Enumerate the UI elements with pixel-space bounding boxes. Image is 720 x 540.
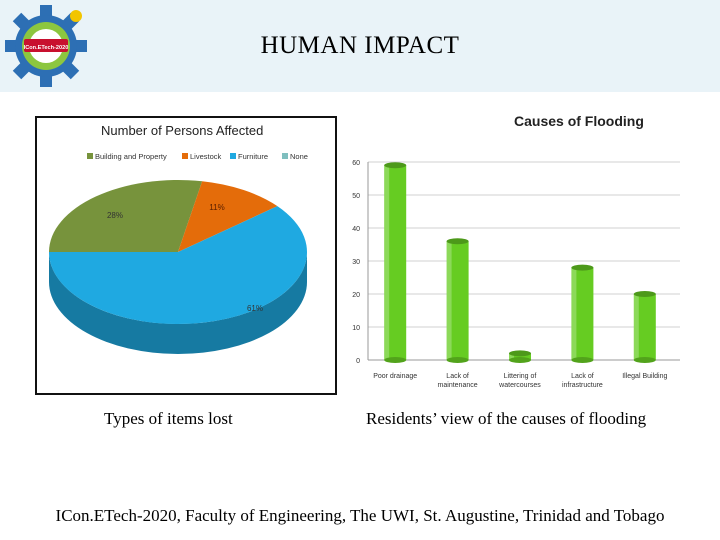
- pie-legend-swatch: [182, 153, 188, 159]
- pie-legend-swatch: [230, 153, 236, 159]
- pie-data-label: 11%: [209, 203, 224, 212]
- pie-chart-frame: Number of Persons Affected Building and …: [35, 116, 337, 395]
- pie-legend: Building and Property Livestock Furniture N…: [87, 152, 308, 161]
- bar: [384, 162, 407, 363]
- bar-chart-title: Causes of Flooding: [514, 113, 644, 129]
- bar-cap: [509, 350, 531, 357]
- bar-highlight: [633, 294, 639, 360]
- bar-y-tick-label: 60: [352, 160, 360, 167]
- pie-slice-side: [49, 252, 307, 354]
- pie-legend-item: Building and Property: [87, 152, 167, 161]
- pie-legend-label: Livestock: [190, 152, 222, 161]
- bar-y-tick-label: 30: [352, 259, 360, 266]
- bar-x-labels: Poor drainage Lack of maintenance Littering…: [373, 373, 667, 389]
- bar-body: [446, 241, 469, 360]
- bar-x-tick-label: watercourses: [498, 382, 541, 389]
- bar-body: [633, 294, 656, 360]
- bar-chart: Causes of Flooding 0 10 20 30 40 50 60 Poor dr…: [352, 113, 680, 389]
- bar-cap: [633, 291, 656, 297]
- bar-x-tick-label: Lack of: [446, 373, 469, 380]
- pie-slice: [49, 180, 203, 252]
- bar-highlight: [384, 165, 390, 360]
- pie-caption: Types of items lost: [104, 409, 233, 428]
- bar-x-tick-label: Illegal Building: [622, 373, 667, 380]
- pie-data-label: 61%: [247, 304, 263, 313]
- pie-legend-item: Furniture: [230, 152, 268, 161]
- bar-base: [384, 357, 407, 363]
- pie-legend-label: Building and Property: [95, 152, 167, 161]
- bar-x-tick-label: Lack of: [571, 373, 594, 380]
- bar-cap: [571, 264, 594, 271]
- bar-x-tick-label: infrastructure: [562, 382, 603, 389]
- bar: [446, 238, 469, 363]
- bar-x-tick-label: maintenance: [438, 382, 478, 389]
- bar-x-tick-label: Littering of: [504, 373, 537, 380]
- bar-x-tick-label: Poor drainage: [373, 373, 417, 380]
- bar-cap: [384, 162, 407, 169]
- logo-text: ICon.ETech-2020: [24, 45, 69, 51]
- bar-y-tick-label: 20: [352, 292, 360, 299]
- pie-chart: Number of Persons Affected Building and …: [49, 123, 308, 354]
- bar: [571, 264, 594, 363]
- pie-legend-swatch: [87, 153, 93, 159]
- pie-labels: 28% 11% 61%: [107, 203, 263, 313]
- conference-logo: ICon.ETech-2020: [5, 5, 87, 87]
- pie-body: [49, 180, 308, 354]
- bar-y-tick-label: 0: [356, 358, 360, 365]
- pie-data-label: 28%: [107, 211, 123, 220]
- pie-legend-item: Livestock: [182, 152, 222, 161]
- footer-text: ICon.ETech-2020, Faculty of Engineering,…: [55, 506, 665, 525]
- bar-body: [571, 267, 594, 360]
- pie-slice: [178, 181, 278, 252]
- bar-base: [446, 357, 469, 363]
- bar-base: [633, 357, 656, 363]
- pie-legend-label: None: [290, 152, 308, 161]
- bar-marks: [384, 162, 656, 363]
- bar-body: [384, 165, 407, 360]
- pie-legend-item: None: [282, 152, 308, 161]
- header-band: [0, 0, 720, 92]
- bar-caption: Residents’ view of the causes of floodin…: [366, 409, 647, 428]
- bar: [509, 350, 531, 363]
- bar-grid: [368, 161, 680, 361]
- pie-slice: [49, 206, 308, 324]
- bar-y-tick-label: 50: [352, 193, 360, 200]
- bar-cap: [446, 238, 469, 245]
- bar-highlight: [509, 353, 514, 360]
- pie-legend-swatch: [282, 153, 288, 159]
- bar-highlight: [446, 241, 452, 360]
- bar-y-tick-label: 10: [352, 325, 360, 332]
- bar-highlight: [571, 267, 577, 360]
- bar-base: [509, 357, 531, 363]
- bar-body: [509, 353, 531, 360]
- bar-base: [571, 357, 594, 363]
- slide-title: HUMAN IMPACT: [260, 32, 460, 59]
- pie-chart-title: Number of Persons Affected: [101, 123, 263, 138]
- pie-legend-label: Furniture: [238, 152, 268, 161]
- bar-y-tick-label: 40: [352, 226, 360, 233]
- bar: [633, 291, 656, 363]
